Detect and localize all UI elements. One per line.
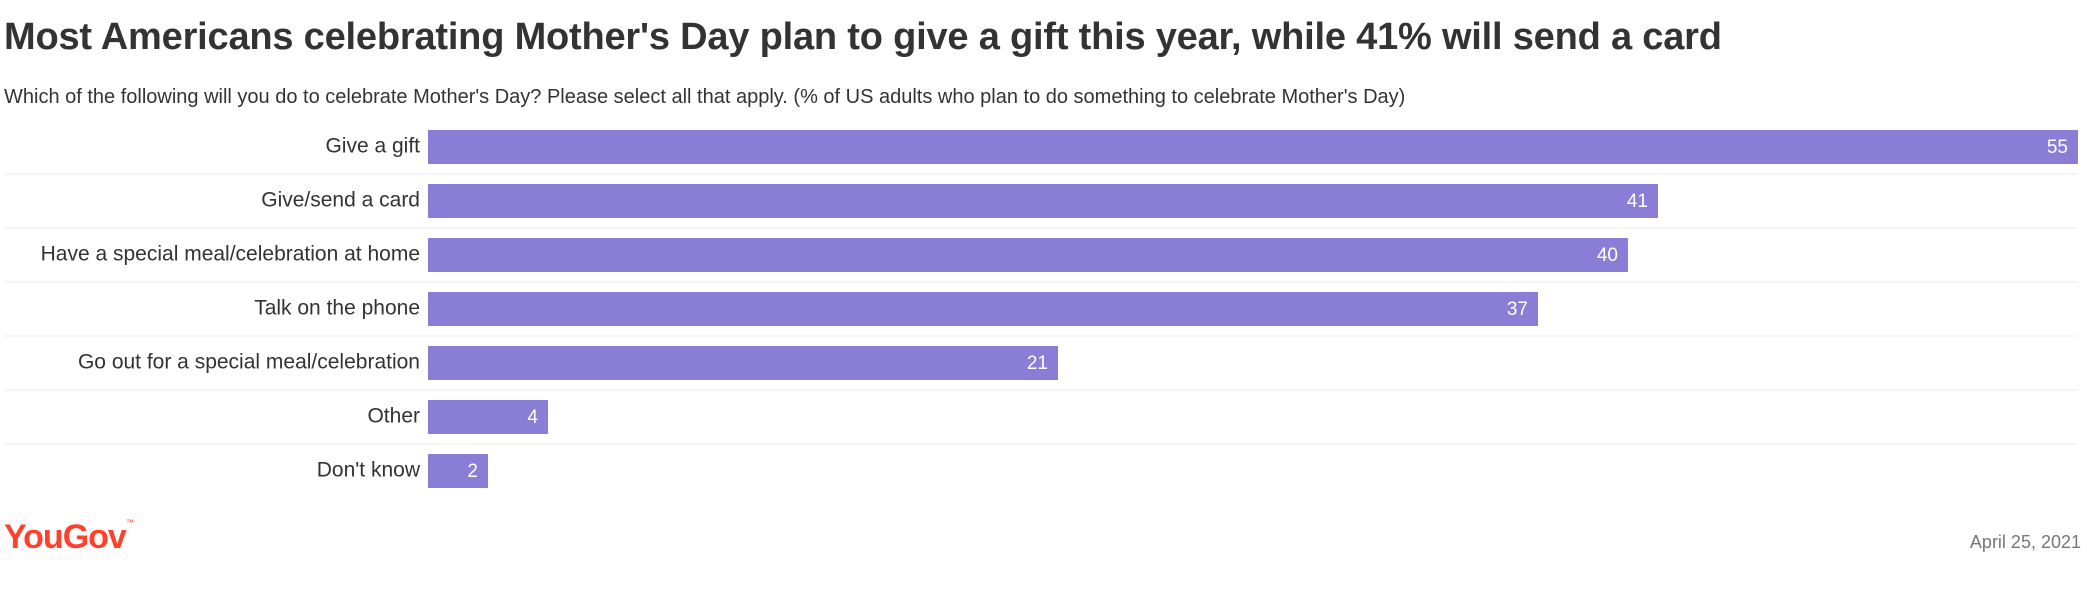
category-label: Don't know bbox=[317, 459, 421, 482]
value-label: 37 bbox=[1507, 299, 1528, 320]
value-label: 4 bbox=[527, 407, 538, 428]
value-label: 55 bbox=[2047, 137, 2068, 158]
bar-5 bbox=[428, 400, 548, 434]
chart-title: Most Americans celebrating Mother's Day … bbox=[4, 16, 1722, 58]
category-label: Have a special meal/celebration at home bbox=[41, 243, 420, 266]
category-label: Talk on the phone bbox=[254, 297, 420, 320]
value-label: 40 bbox=[1597, 245, 1618, 266]
bar-6 bbox=[428, 454, 488, 488]
bar-4 bbox=[428, 346, 1058, 380]
category-label: Give/send a card bbox=[261, 189, 420, 212]
yougov-logo: YouGov™ bbox=[4, 518, 134, 556]
chart-subtitle: Which of the following will you do to ce… bbox=[4, 86, 1406, 108]
category-label: Other bbox=[367, 405, 420, 428]
category-label: Go out for a special meal/celebration bbox=[78, 351, 420, 374]
bar-3 bbox=[428, 292, 1538, 326]
value-label: 21 bbox=[1027, 353, 1048, 374]
value-label: 2 bbox=[467, 461, 478, 482]
brand-name: YouGov bbox=[4, 518, 127, 556]
category-label: Give a gift bbox=[325, 135, 420, 158]
publish-date: April 25, 2021 bbox=[1969, 532, 2081, 552]
value-label: 41 bbox=[1627, 191, 1648, 212]
bar-2 bbox=[428, 238, 1628, 272]
bar-1 bbox=[428, 184, 1658, 218]
bar-0 bbox=[428, 130, 2078, 164]
bar-chart: Give a gift 55 Give/send a card 41 Have a sp… bbox=[4, 130, 2078, 488]
